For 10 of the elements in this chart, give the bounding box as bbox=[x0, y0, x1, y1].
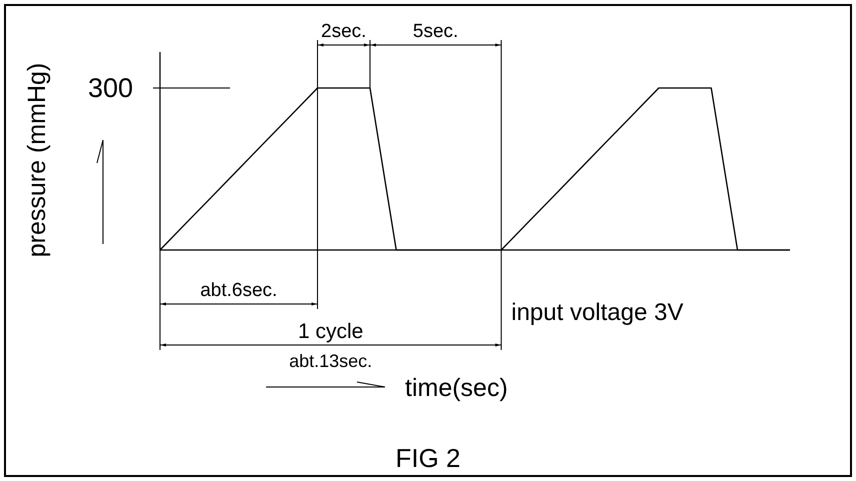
text: 2sec. bbox=[321, 21, 366, 42]
y-axis-title: pressure (mmHg) bbox=[23, 62, 51, 258]
text: abt.13sec. bbox=[289, 351, 372, 371]
text: 5sec. bbox=[412, 21, 458, 42]
x-axis-title: time(sec) bbox=[405, 374, 508, 402]
text: 300 bbox=[88, 73, 133, 103]
caption: FIG 2 bbox=[395, 443, 461, 473]
text: abt.6sec. bbox=[200, 280, 278, 301]
text: 1 cycle bbox=[298, 320, 364, 343]
text: input voltage 3V bbox=[511, 299, 684, 326]
